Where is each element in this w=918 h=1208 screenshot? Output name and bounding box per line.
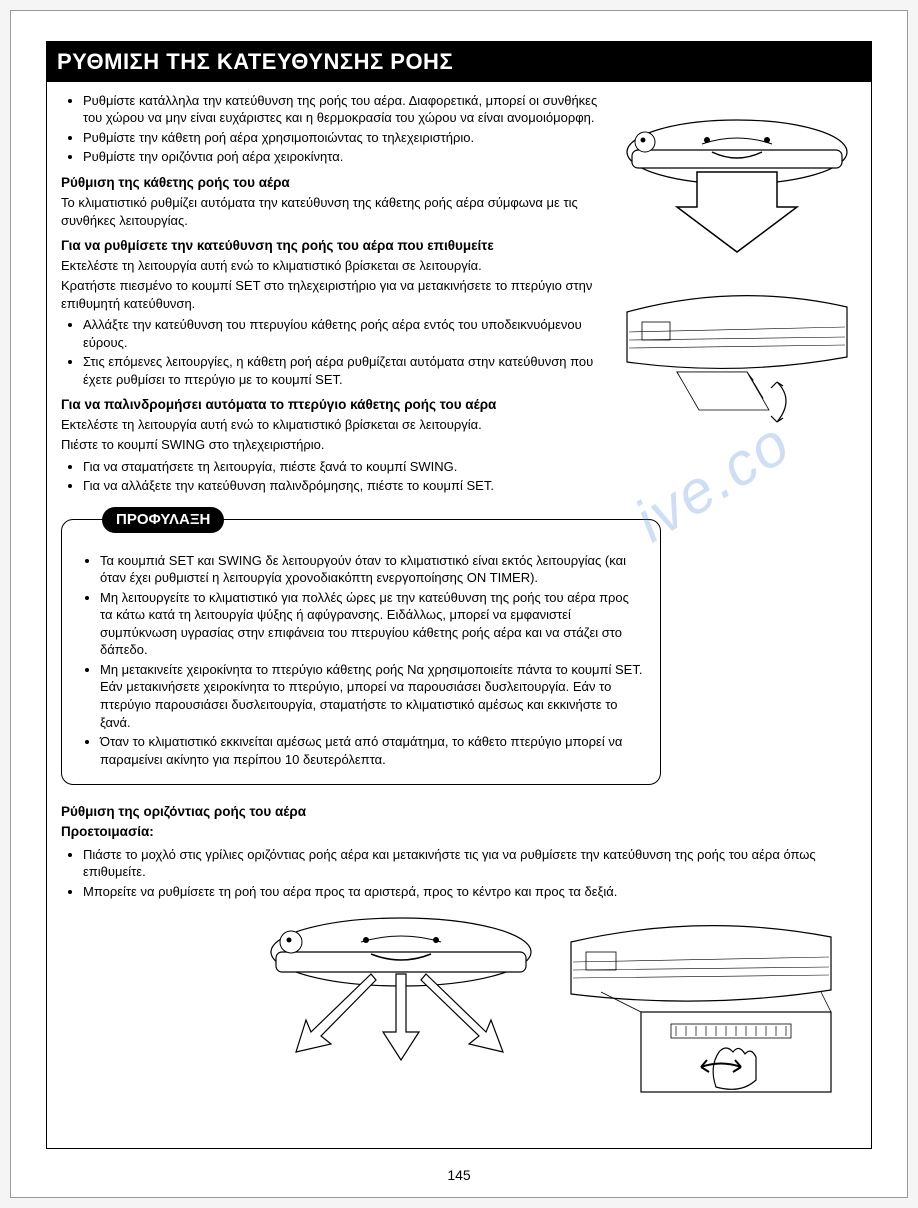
page-number: 145 [11,1166,907,1185]
intro-item: Ρυθμίστε την κάθετη ροή αέρα χρησιμοποιώ… [83,129,605,147]
list-item: Στις επόμενες λειτουργίες, η κάθετη ροή … [83,353,605,388]
list-item: Μπορείτε να ρυθμίσετε τη ροή του αέρα πρ… [83,883,857,901]
heading-horizontal: Ρύθμιση της οριζόντιας ροής του αέρα [61,803,857,821]
manual-page: ΡΥΘΜΙΣΗ ΤΗΣ ΚΑΤΕΥΘΥΝΣΗΣ ΡΟΗΣ Ρυθμίστε κα… [10,10,908,1198]
list-item: Για να σταματήσετε τη λειτουργία, πιέστε… [83,458,605,476]
right-illustrations [617,82,857,499]
list-item: Για να αλλάξετε την κατεύθυνση παλινδρόμ… [83,477,605,495]
para: Κρατήστε πιεσμένο το κουμπί SET στο τηλε… [61,277,605,312]
ac-horizontal-photo [561,912,841,1102]
caution-item: Μη λειτουργείτε το κλιματιστικό για πολλ… [100,589,644,659]
heading-prep: Προετοιμασία: [61,823,857,841]
heading-setdir: Για να ρυθμίσετε την κατεύθυνση της ροής… [61,237,605,255]
ac-unit-diagram-top [617,82,857,482]
caution-item: Όταν το κλιματιστικό εκκινείται αμέσως μ… [100,733,644,768]
para: Πιέστε το κουμπί SWING στο τηλεχειριστήρ… [61,436,605,454]
caution-item: Τα κουμπιά SET και SWING δε λειτουργούν … [100,552,644,587]
caution-list: Τα κουμπιά SET και SWING δε λειτουργούν … [78,552,644,769]
heading-vertical: Ρύθμιση της κάθετης ροής του αέρα [61,174,605,192]
swing-list: Για να σταματήσετε τη λειτουργία, πιέστε… [61,458,605,495]
list-item: Αλλάξτε την κατεύθυνση του πτερυγίου κάθ… [83,316,605,351]
intro-item: Ρυθμίστε την οριζόντια ροή αέρα χειροκίν… [83,148,605,166]
ac-horizontal-cartoon [261,912,541,1072]
list-item: Πιάστε το μοχλό στις γρίλιες οριζόντιας … [83,846,857,881]
intro-item: Ρυθμίστε κατάλληλα την κατεύθυνση της ρο… [83,92,605,127]
set-list: Αλλάξτε την κατεύθυνση του πτερυγίου κάθ… [61,316,605,388]
horizontal-list: Πιάστε το μοχλό στις γρίλιες οριζόντιας … [61,846,857,901]
heading-swing: Για να παλινδρομήσει αυτόματα το πτερύγι… [61,396,605,414]
bottom-illustrations [61,912,857,1102]
intro-list: Ρυθμίστε κατάλληλα την κατεύθυνση της ρο… [61,92,605,166]
para: Εκτελέστε τη λειτουργία αυτή ενώ το κλιμ… [61,416,605,434]
para: Εκτελέστε τη λειτουργία αυτή ενώ το κλιμ… [61,257,605,275]
page-frame: ΡΥΘΜΙΣΗ ΤΗΣ ΚΑΤΕΥΘΥΝΣΗΣ ΡΟΗΣ Ρυθμίστε κα… [46,41,872,1149]
horizontal-section: Ρύθμιση της οριζόντιας ροής του αέρα Προ… [61,803,857,1102]
para: Το κλιματιστικό ρυθμίζει αυτόματα την κα… [61,194,605,229]
caution-item: Μη μετακινείτε χειροκίνητα το πτερύγιο κ… [100,661,644,731]
section-title: ΡΥΘΜΙΣΗ ΤΗΣ ΚΑΤΕΥΘΥΝΣΗΣ ΡΟΗΣ [47,42,871,82]
caution-label: ΠΡΟΦΥΛΑΞΗ [102,507,224,533]
caution-box: ΠΡΟΦΥΛΑΞΗ Τα κουμπιά SET και SWING δε λε… [61,519,661,786]
upper-content: Ρυθμίστε κατάλληλα την κατεύθυνση της ρο… [61,82,857,499]
